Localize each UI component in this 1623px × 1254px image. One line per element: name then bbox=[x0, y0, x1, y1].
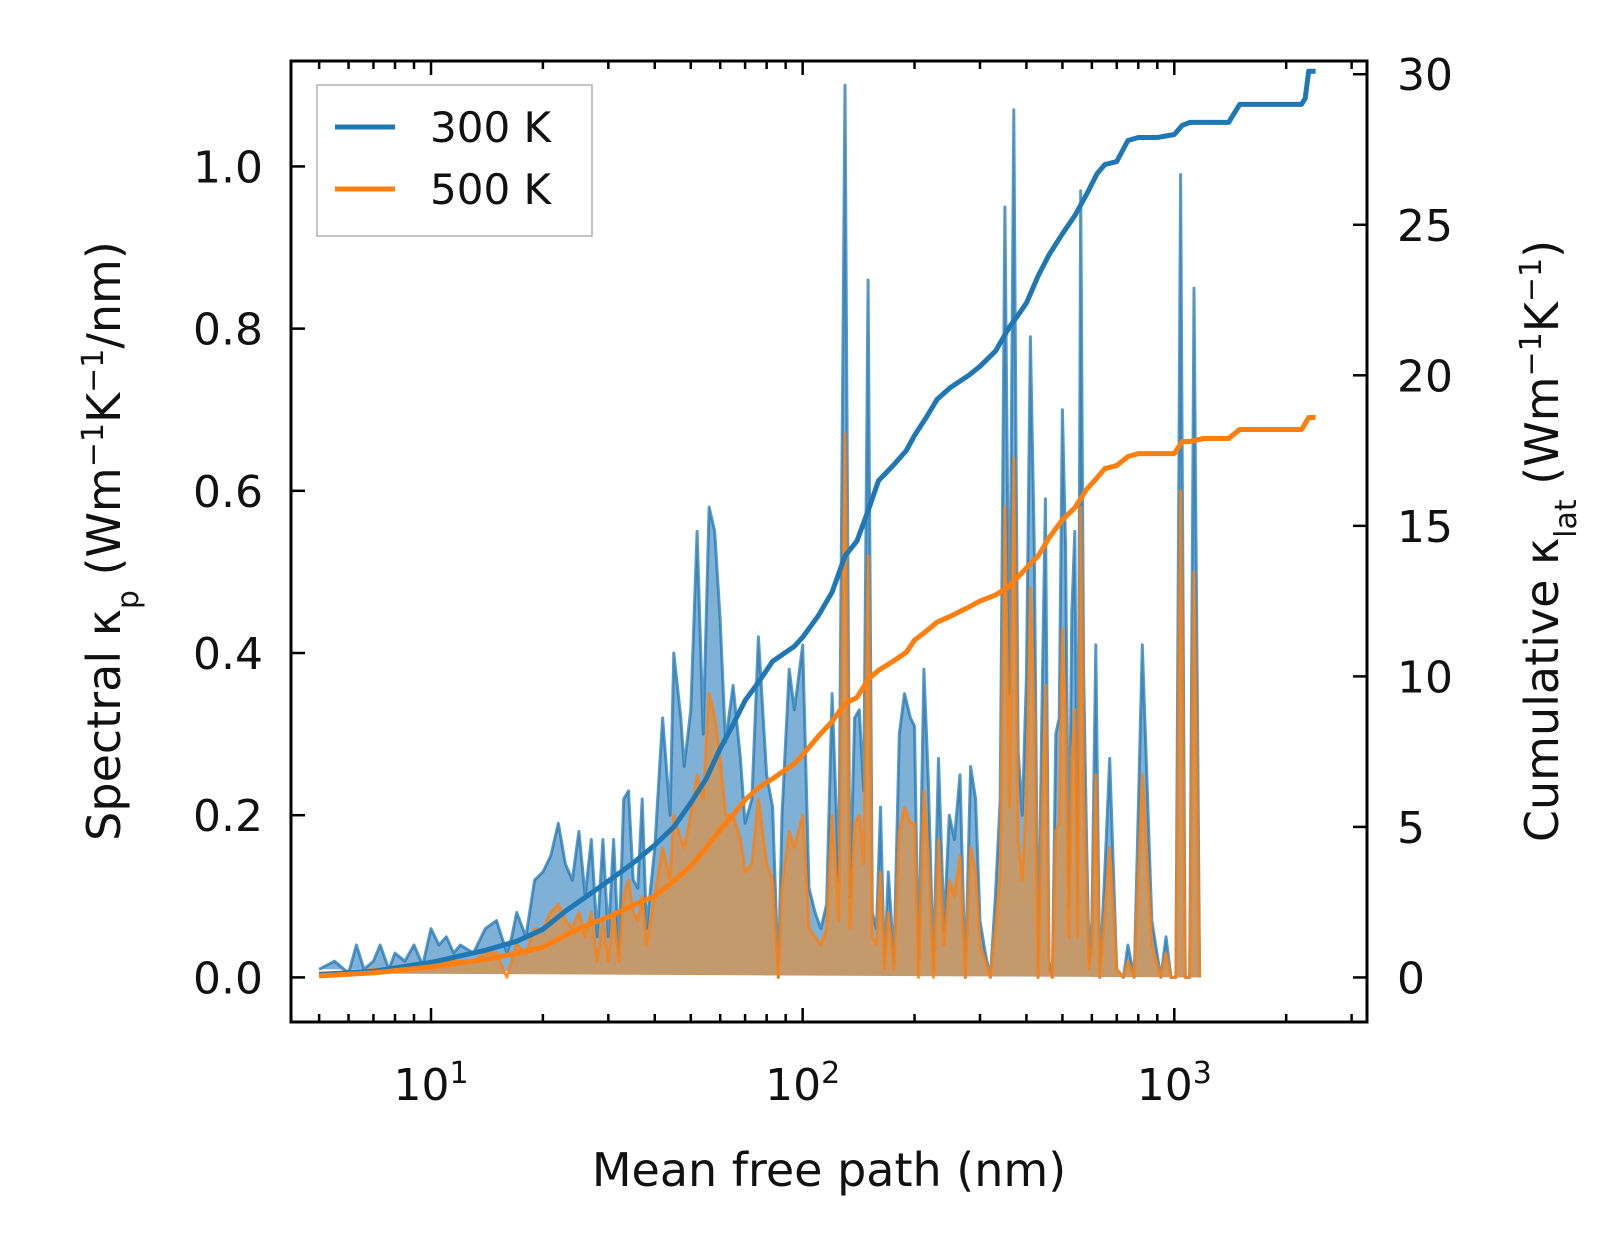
y-left-axis-title: Spectral κp (Wm−1K−1/nm) bbox=[76, 241, 146, 841]
y-left-tick-label: 0.2 bbox=[193, 791, 263, 842]
cumulative-300k-line bbox=[318, 68, 1316, 977]
y-right-tick-labels: 0 5 10 15 20 25 30 bbox=[1397, 50, 1453, 1004]
legend-box bbox=[316, 84, 593, 237]
x-axis-title: Mean free path (nm) bbox=[592, 1143, 1066, 1197]
y-left-tick-labels: 0.0 0.2 0.4 0.6 0.8 1.0 bbox=[193, 142, 263, 1004]
x-tick-label: 103 bbox=[1137, 1056, 1212, 1112]
legend-label-300k: 300 K bbox=[430, 103, 553, 152]
cumulative-500k-line bbox=[318, 415, 1316, 979]
spectral-500k-area bbox=[319, 434, 1200, 978]
y-right-tick-label: 5 bbox=[1397, 803, 1425, 854]
plot-area bbox=[318, 68, 1316, 979]
y-left-tick-label: 0.8 bbox=[193, 305, 263, 356]
y-left-tick-label: 0.0 bbox=[193, 953, 263, 1004]
legend: 300 K 500 K bbox=[316, 84, 593, 237]
y-left-tick-label: 0.6 bbox=[193, 467, 263, 518]
y-right-tick-label: 30 bbox=[1397, 50, 1453, 101]
y-left-tick-label: 0.4 bbox=[193, 629, 263, 680]
y-right-axis-title: Cumulative κlat (Wm−1K−1) bbox=[1514, 240, 1584, 842]
y-right-tick-label: 25 bbox=[1397, 201, 1453, 252]
y-right-tick-label: 10 bbox=[1397, 652, 1453, 703]
x-tick-label: 102 bbox=[765, 1056, 840, 1112]
y-right-tick-label: 15 bbox=[1397, 502, 1453, 553]
y-right-tick-label: 20 bbox=[1397, 351, 1453, 402]
x-tick-label: 101 bbox=[393, 1056, 468, 1112]
y-left-tick-label: 1.0 bbox=[193, 142, 263, 193]
y-right-tick-label: 0 bbox=[1397, 953, 1425, 1004]
spectral-500k-line bbox=[319, 432, 1202, 979]
plot-frame bbox=[289, 59, 1369, 1024]
x-tick-labels: 101 102 103 bbox=[393, 1056, 1211, 1112]
legend-label-500k: 500 K bbox=[430, 165, 553, 214]
